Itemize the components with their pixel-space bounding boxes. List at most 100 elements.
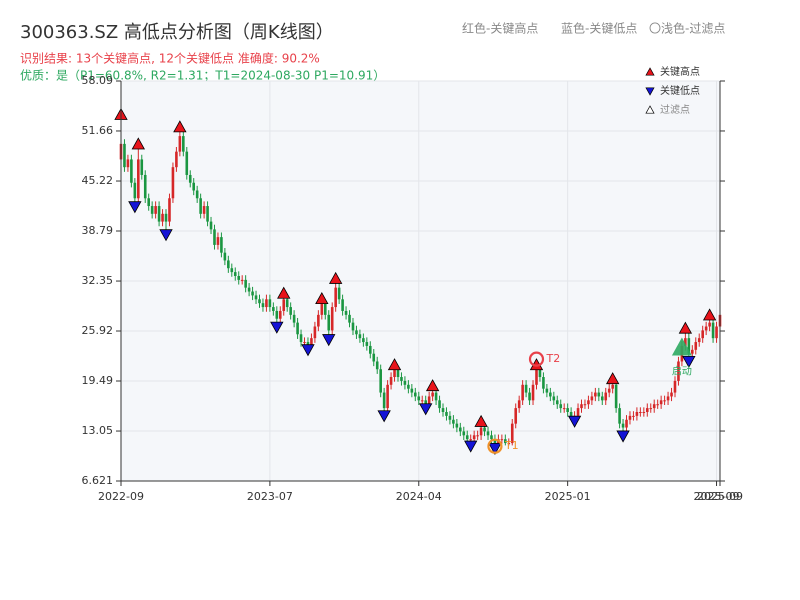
candle-body <box>642 411 646 413</box>
candle-body <box>538 369 542 378</box>
candle-body <box>351 322 355 331</box>
key-low-marker <box>682 355 696 368</box>
candle-body <box>462 431 466 436</box>
annotation-marker <box>528 351 545 367</box>
candle-body <box>164 213 168 222</box>
candle-body <box>715 326 718 339</box>
key-low-marker <box>464 440 478 453</box>
candle-body <box>178 136 182 152</box>
candle-body <box>452 419 455 424</box>
candle-body <box>549 392 552 397</box>
y-tick-label: 6.621 <box>82 474 114 487</box>
candle-body <box>310 338 313 346</box>
candle-body <box>188 174 192 183</box>
candle-body <box>150 206 154 214</box>
candle-body <box>261 303 265 308</box>
candle-body <box>313 326 317 339</box>
candle-body <box>465 435 469 440</box>
candle-body <box>323 303 327 315</box>
key-low-marker <box>567 415 582 428</box>
header-legend: 〇浅色-过滤点 <box>649 22 725 36</box>
candle-body <box>299 334 303 343</box>
candle-body <box>569 411 573 416</box>
legend-label: 关键高点 <box>660 65 700 78</box>
candle-body <box>600 396 604 401</box>
candle-body <box>493 439 497 444</box>
candle-body <box>126 159 130 168</box>
candle-body <box>185 151 189 175</box>
candle-body <box>362 338 365 343</box>
candle-body <box>161 213 164 222</box>
candle-body <box>580 404 583 409</box>
candle-body <box>306 342 310 346</box>
candle-body <box>576 408 580 416</box>
candle-body <box>441 408 445 412</box>
candle-body <box>711 322 715 339</box>
candle-body <box>500 439 504 441</box>
key-high-marker <box>277 286 291 299</box>
candle-body <box>247 287 251 292</box>
candle-body <box>265 299 268 308</box>
candle-body <box>587 400 590 405</box>
candle-body <box>137 159 140 199</box>
candle-body <box>403 380 407 385</box>
candle-body <box>213 229 216 245</box>
candle-body <box>393 369 396 378</box>
candle-body <box>645 408 649 412</box>
candle-body <box>414 392 417 397</box>
y-tick-label: 19.49 <box>82 374 114 387</box>
legend-label: 关键低点 <box>660 84 700 97</box>
candle-body <box>233 272 237 276</box>
candle-body <box>684 338 687 346</box>
candle-body <box>292 314 296 323</box>
candle-body <box>268 299 272 308</box>
candle-body <box>691 349 694 354</box>
candle-body <box>348 314 351 323</box>
candle-body <box>230 268 234 273</box>
candle-body <box>666 396 670 401</box>
candle-body <box>562 408 566 410</box>
candle-body <box>275 310 279 319</box>
key-high-marker <box>315 292 329 305</box>
candle-body <box>289 307 292 315</box>
candle-body <box>400 377 403 381</box>
key-high-marker <box>131 137 145 150</box>
candle-body <box>358 334 362 339</box>
y-tick-label: 38.79 <box>82 224 114 237</box>
candle-body <box>330 307 334 331</box>
candle-body <box>635 411 639 416</box>
x-tick-label: 2023-07 <box>247 490 293 503</box>
key-high-marker <box>328 271 343 284</box>
key-low-marker <box>488 442 502 456</box>
annotation-label: T1 <box>504 439 519 452</box>
candle-body <box>272 307 275 311</box>
candle-body <box>206 206 209 222</box>
candle-body <box>566 408 569 412</box>
candle-body <box>327 314 331 331</box>
candle-body <box>182 136 185 152</box>
candle-body <box>407 384 410 389</box>
key-low-marker <box>322 334 336 347</box>
candle-body <box>254 295 258 300</box>
key-high-marker <box>605 372 620 385</box>
candle-body <box>365 342 369 346</box>
candle-body <box>372 353 376 362</box>
candle-body <box>597 392 601 397</box>
legend-label: 过滤点 <box>660 103 690 116</box>
candle-body <box>618 408 621 424</box>
candle-body <box>594 392 597 397</box>
y-tick-label: 25.92 <box>82 324 114 337</box>
candle-body <box>510 423 514 444</box>
legend-marker <box>645 67 655 76</box>
candle-body <box>670 392 673 397</box>
x-tick-label: 2025-09 <box>697 490 743 503</box>
candle-body <box>448 415 452 420</box>
candle-body <box>542 377 545 389</box>
candle-body <box>282 299 286 311</box>
key-low-marker <box>419 403 433 416</box>
candle-body <box>424 400 427 405</box>
candle-body <box>154 206 157 214</box>
candle-body <box>303 342 306 344</box>
key-high-marker <box>425 379 440 392</box>
